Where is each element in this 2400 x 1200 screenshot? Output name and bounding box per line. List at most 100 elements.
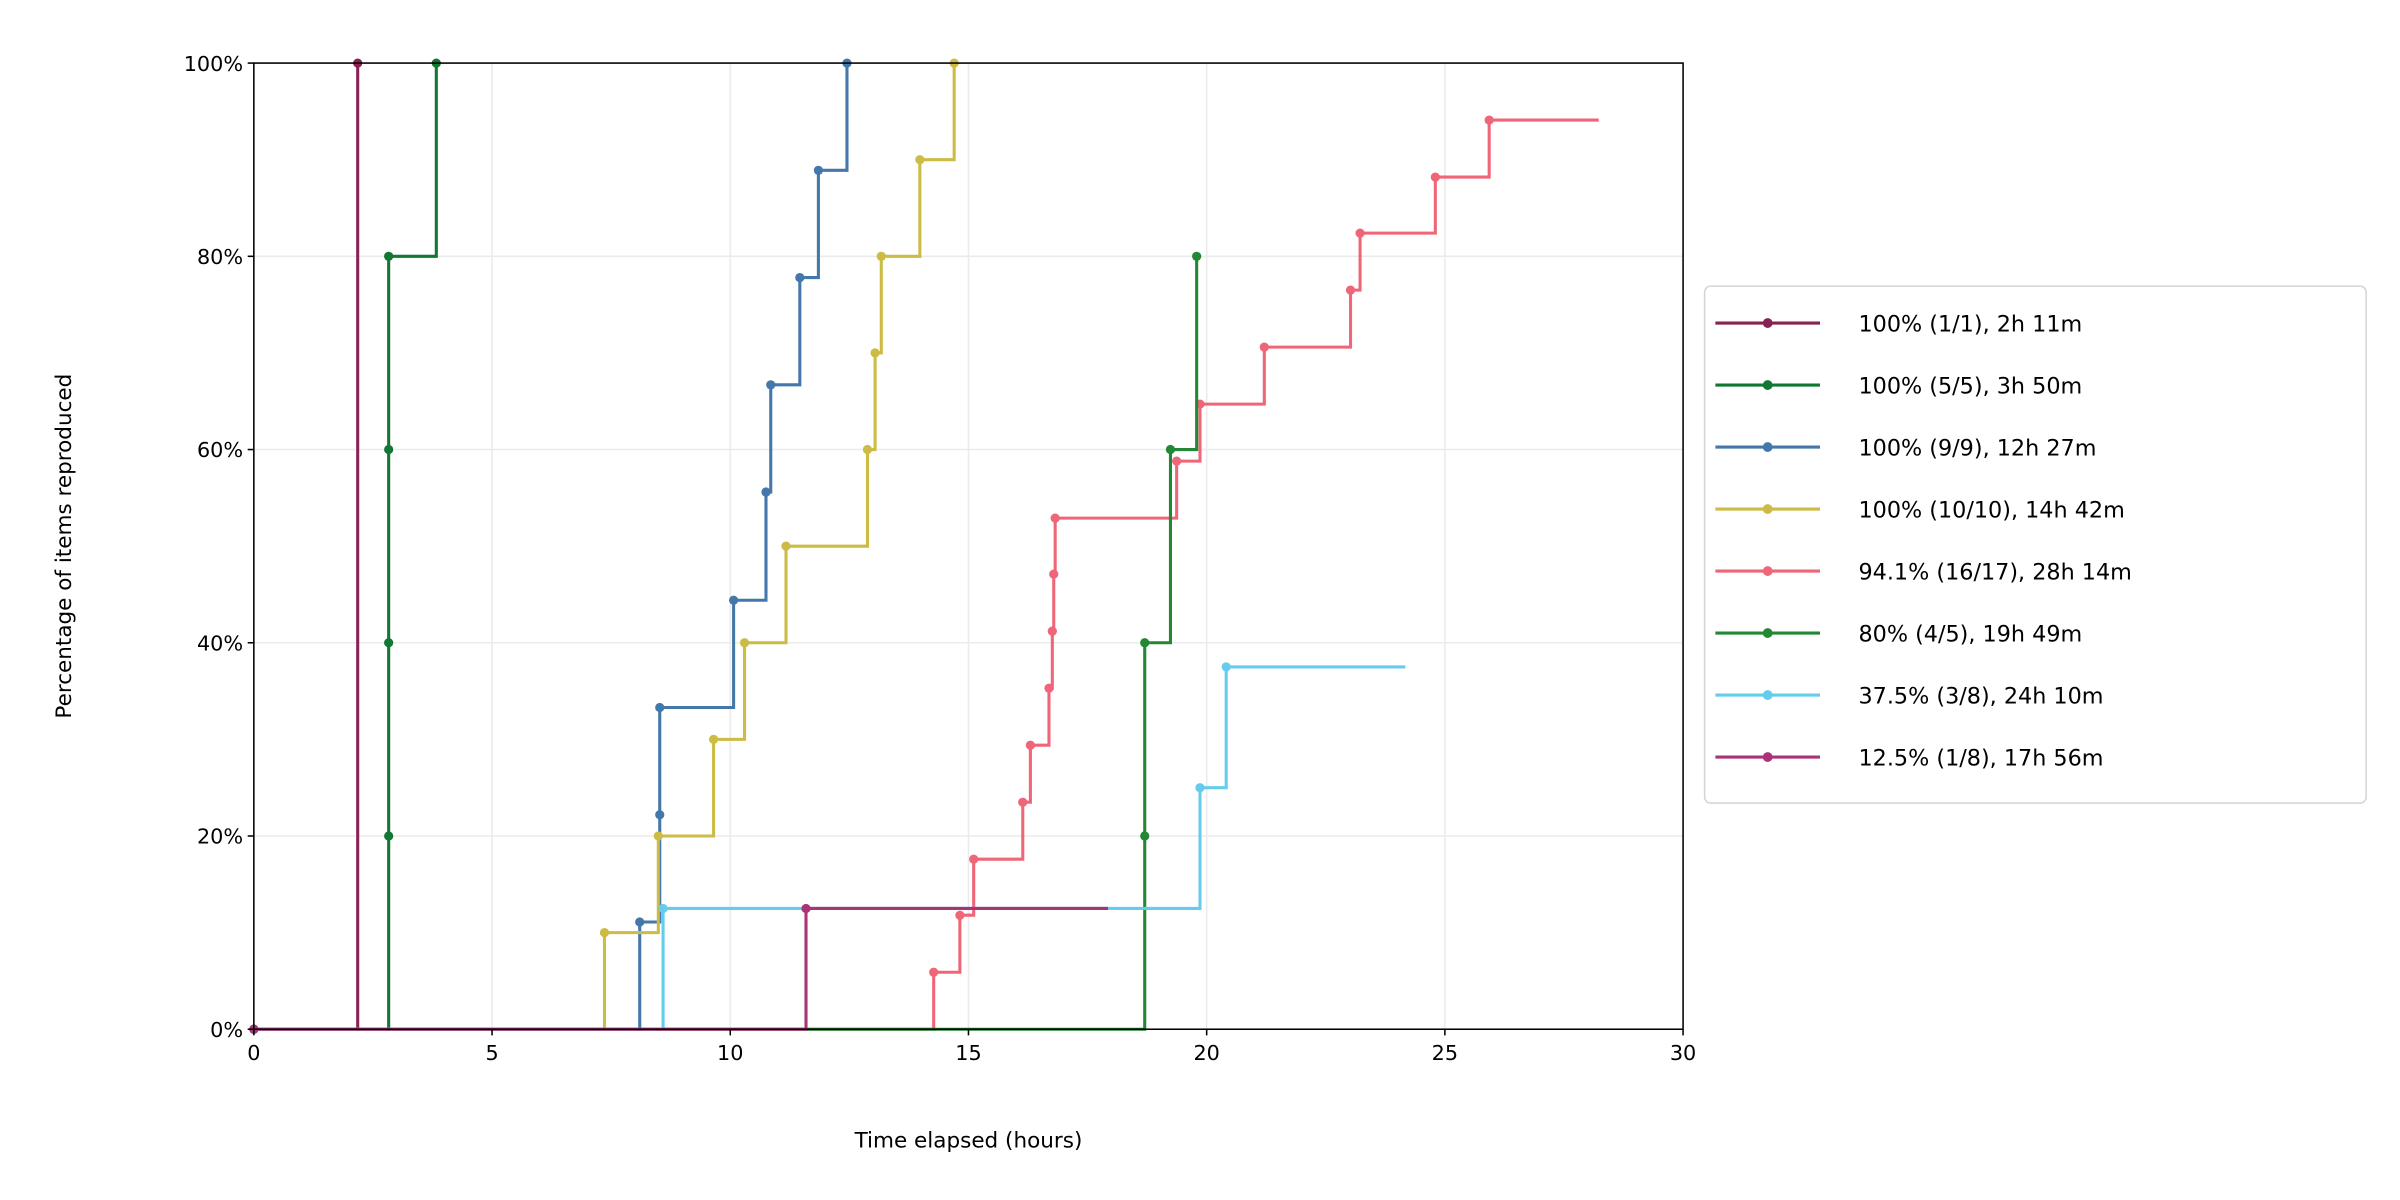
data-point	[599, 928, 610, 938]
data-point	[1430, 172, 1440, 182]
legend-label: 12.5% (1/8), 17h 56m	[1858, 746, 2103, 772]
legend-item: 100% (1/1), 2h 11m	[1715, 312, 2082, 338]
grid	[253, 62, 1684, 1030]
legend-marker	[1762, 752, 1773, 762]
series-4	[249, 58, 959, 1034]
y-tick-label: 60%	[197, 438, 243, 462]
series-line	[253, 63, 849, 1031]
data-point	[1140, 831, 1150, 841]
data-point	[655, 810, 665, 820]
data-point	[1025, 740, 1036, 750]
series-line	[253, 63, 360, 1031]
legend-label: 37.5% (3/8), 24h 10m	[1858, 684, 2103, 710]
series-line	[253, 256, 1199, 1031]
data-point	[739, 638, 750, 648]
legend: 100% (1/1), 2h 11m 100% (5/5), 3h 50m 100%…	[1703, 285, 2367, 804]
y-tick-label: 80%	[197, 245, 243, 269]
y-tick-label: 20%	[197, 825, 243, 849]
data-point	[653, 831, 663, 841]
data-point	[1259, 342, 1269, 352]
data-point	[1044, 683, 1054, 693]
data-point	[1195, 783, 1205, 793]
x-tick-label: 5	[485, 1041, 498, 1065]
legend-item: 100% (5/5), 3h 50m	[1715, 374, 2082, 400]
x-tick-label: 20	[1193, 1041, 1219, 1065]
data-point	[813, 165, 824, 175]
data-point	[658, 903, 668, 914]
data-point	[801, 903, 811, 914]
y-axis-label: Percentage of items reproduced	[52, 374, 77, 719]
legend-label: 100% (5/5), 3h 50m	[1858, 374, 2082, 400]
legend-label: 100% (9/9), 12h 27m	[1858, 436, 2096, 462]
legend-label: 100% (1/1), 2h 11m	[1858, 312, 2082, 338]
legend-label: 100% (10/10), 14h 42m	[1858, 498, 2124, 524]
data-point	[761, 487, 771, 497]
data-point	[1355, 228, 1365, 238]
legend-item: 37.5% (3/8), 24h 10m	[1715, 684, 2104, 710]
data-point	[766, 380, 776, 390]
legend-marker	[1762, 380, 1773, 390]
data-point	[870, 348, 880, 358]
legend-marker	[1762, 628, 1773, 638]
data-point	[728, 595, 739, 605]
legend-item: 100% (10/10), 14h 42m	[1715, 498, 2125, 524]
series-layer	[249, 58, 1599, 1034]
data-point	[708, 734, 719, 744]
y-tick-label: 0%	[210, 1018, 243, 1042]
legend-marker	[1762, 442, 1773, 452]
data-point	[955, 910, 965, 920]
data-point	[1484, 115, 1494, 125]
x-tick-label: 25	[1432, 1041, 1458, 1065]
plot-frame	[253, 62, 1684, 1030]
data-point	[635, 917, 645, 927]
data-point	[655, 702, 665, 713]
series-3	[249, 58, 852, 1034]
x-tick-label: 0	[247, 1041, 260, 1065]
data-point	[384, 831, 394, 841]
data-point	[781, 541, 791, 551]
legend-label: 80% (4/5), 19h 49m	[1858, 622, 2082, 648]
data-point	[384, 444, 394, 455]
x-tick-label: 10	[717, 1041, 743, 1065]
series-1	[249, 58, 363, 1034]
legend-item: 80% (4/5), 19h 49m	[1715, 622, 2082, 648]
data-point	[384, 251, 394, 261]
series-8	[249, 903, 1109, 1034]
legend-item: 94.1% (16/17), 28h 14m	[1715, 560, 2132, 586]
legend-marker	[1762, 504, 1773, 514]
data-point	[1192, 251, 1202, 261]
data-point	[929, 967, 939, 977]
legend-box	[1703, 285, 2367, 804]
y-tick-label: 100%	[184, 52, 243, 76]
series-line	[253, 906, 1109, 1031]
data-point	[915, 155, 925, 165]
x-tick-label: 30	[1670, 1041, 1696, 1065]
legend-item: 100% (9/9), 12h 27m	[1715, 436, 2096, 462]
data-point	[1049, 569, 1059, 579]
series-line	[253, 665, 1406, 1031]
series-7	[249, 662, 1406, 1034]
y-tick-label: 40%	[197, 631, 243, 655]
data-point	[1172, 456, 1182, 466]
data-point	[1345, 285, 1356, 295]
legend-marker	[1762, 690, 1773, 700]
series-5	[249, 115, 1599, 1034]
legend-label: 94.1% (16/17), 28h 14m	[1858, 560, 2131, 586]
legend-item: 12.5% (1/8), 17h 56m	[1715, 746, 2104, 772]
data-point	[1047, 626, 1057, 636]
data-point	[384, 638, 394, 648]
data-point	[1050, 513, 1060, 523]
legend-marker	[1762, 318, 1773, 328]
series-2	[249, 58, 441, 1034]
data-point	[1018, 797, 1028, 807]
ticks: 0 5 10 15 20 25 30 0% 20% 40% 60% 80% 100%	[184, 52, 1697, 1065]
data-point	[795, 272, 805, 283]
x-tick-label: 15	[955, 1041, 981, 1065]
legend-marker	[1762, 566, 1773, 576]
data-point	[1165, 444, 1176, 455]
data-point	[862, 444, 873, 455]
series-line	[253, 63, 438, 1031]
data-point	[1221, 662, 1231, 672]
x-axis-label: Time elapsed (hours)	[854, 1129, 1083, 1154]
